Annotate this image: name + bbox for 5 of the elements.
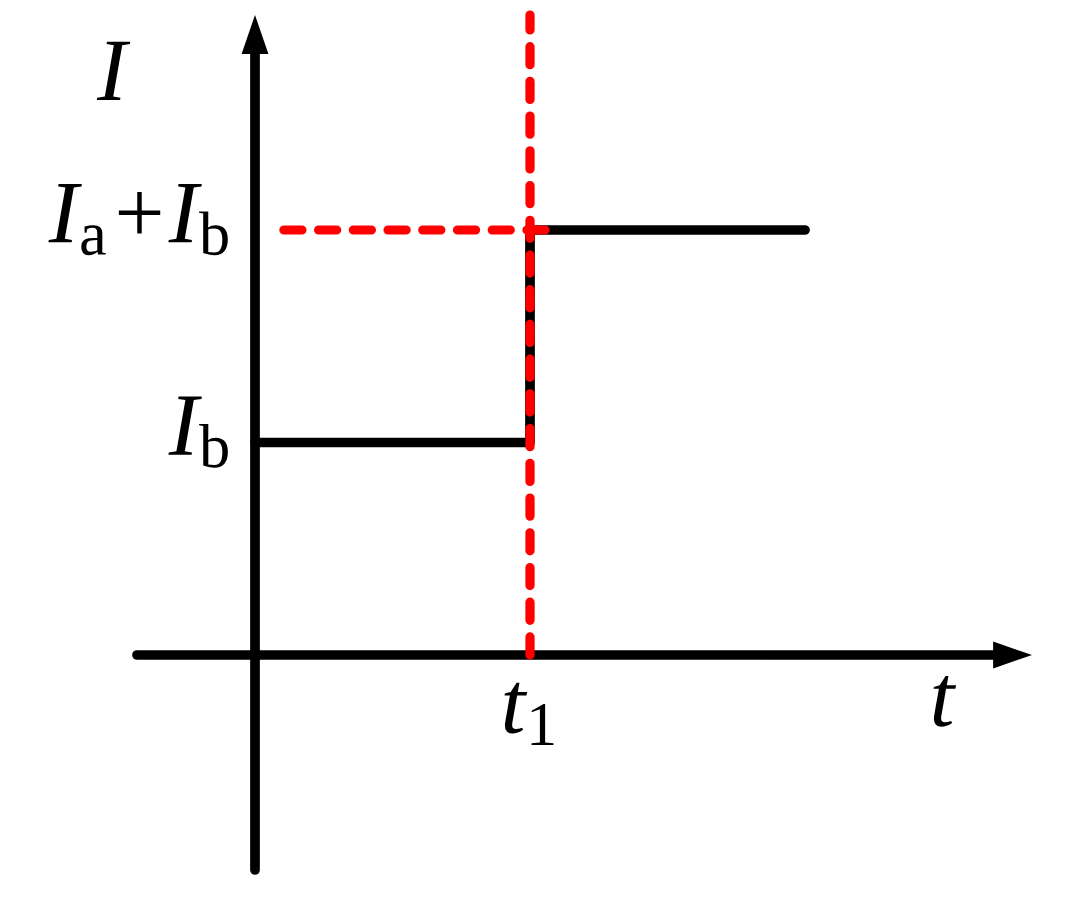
- x-axis-title: t: [933, 675, 957, 727]
- y-axis-title: I: [96, 41, 131, 100]
- ref-line-label: I$_{a}$+I$_{b}$: [48, 184, 228, 256]
- text: t$_{1}$: [504, 682, 554, 745]
- annotation: I$_{b}$: [168, 396, 228, 468]
